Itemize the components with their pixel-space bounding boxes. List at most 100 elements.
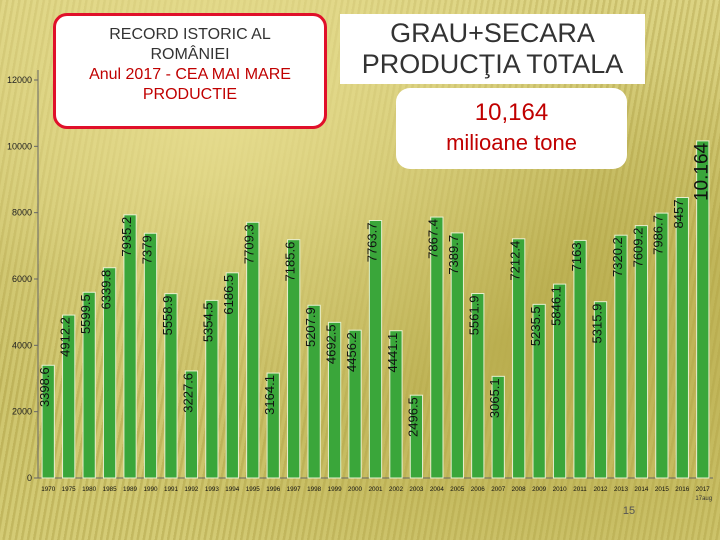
x-tick-label: 1991 <box>164 486 179 493</box>
bar <box>409 394 424 479</box>
x-tick-label: 1990 <box>143 486 158 493</box>
data-label: 2496.5 <box>405 397 420 437</box>
data-label: 3164.1 <box>262 375 277 415</box>
data-label: 5207.9 <box>303 307 318 347</box>
y-tick-label: 4000 <box>12 340 32 350</box>
x-tick-label: 2017 <box>696 486 711 493</box>
slide-page-number: 15 <box>622 505 636 517</box>
x-tick-label: 1995 <box>246 486 261 493</box>
x-tick-note: 17aug <box>695 496 712 502</box>
data-label: 7163 <box>569 242 584 271</box>
x-tick-label: 1975 <box>62 486 77 493</box>
bar <box>307 304 321 479</box>
bar <box>450 232 464 479</box>
data-label: 7389.7 <box>446 235 461 275</box>
x-tick-label: 2010 <box>553 486 568 493</box>
y-tick-label: 2000 <box>12 407 32 417</box>
y-tick-label: 10000 <box>7 141 32 151</box>
x-tick-label: 1985 <box>103 486 118 493</box>
x-tick-label: 1996 <box>266 486 281 493</box>
bar <box>389 330 403 479</box>
x-tick-label: 2007 <box>491 486 506 493</box>
main-title-line1: GRAU+SECARA <box>390 18 595 48</box>
x-tick-label: 1994 <box>225 486 240 493</box>
x-tick-label: 2012 <box>593 486 608 493</box>
bar <box>287 239 301 479</box>
data-label: 7212.4 <box>508 241 523 281</box>
bar <box>512 238 526 479</box>
x-tick-label: 2001 <box>368 486 383 493</box>
x-tick-label: 2004 <box>430 486 445 493</box>
bar <box>614 234 628 479</box>
bar <box>205 299 219 479</box>
data-label: 5315.9 <box>589 304 604 344</box>
x-tick-label: 2006 <box>471 486 486 493</box>
x-tick-label: 2003 <box>409 486 424 493</box>
total-production-value: 10,164 <box>474 99 549 126</box>
bar <box>348 329 362 479</box>
bar <box>102 267 117 479</box>
bar <box>696 140 710 479</box>
y-tick-label: 8000 <box>12 208 32 218</box>
data-label: 7709.3 <box>242 224 257 264</box>
bar <box>164 293 178 479</box>
record-callout-line2: ROMÂNIEI <box>150 46 230 63</box>
data-label: 6186.5 <box>221 275 236 315</box>
main-title-line2: PRODUCŢIA T0TALA <box>361 49 624 79</box>
data-label: 5599.5 <box>78 294 93 334</box>
x-tick-label: 1980 <box>82 486 97 493</box>
record-callout-line3: Anul 2017 - CEA MAI MARE <box>89 66 291 83</box>
data-label: 7320.2 <box>610 237 625 277</box>
data-label: 3398.6 <box>37 367 52 407</box>
y-tick-label: 12000 <box>7 75 32 85</box>
bar <box>327 321 342 479</box>
x-tick-label: 2011 <box>573 486 587 493</box>
data-label: 5846.1 <box>548 286 563 326</box>
data-label: 7935.2 <box>119 217 134 257</box>
x-tick-label: 2015 <box>655 486 670 493</box>
data-label: 4912.2 <box>58 317 73 357</box>
bar <box>655 212 669 479</box>
bar <box>266 372 280 479</box>
data-label: 4692.5 <box>323 324 338 364</box>
bar <box>675 197 689 479</box>
x-tick-label: 2000 <box>348 486 363 493</box>
data-label: 5561.9 <box>467 296 482 336</box>
bar <box>532 303 546 479</box>
x-tick-label: 1997 <box>287 486 302 493</box>
data-label: 5235.5 <box>528 306 543 346</box>
data-label: 7867.4 <box>426 219 441 259</box>
data-label: 4456.2 <box>344 332 359 372</box>
bar <box>184 370 199 479</box>
bar <box>368 220 383 479</box>
data-label: 7185.6 <box>283 242 298 282</box>
bar <box>246 221 260 479</box>
x-tick-label: 2008 <box>512 486 527 493</box>
bar <box>82 291 96 479</box>
bar <box>552 283 567 479</box>
bar <box>225 272 239 479</box>
bar <box>573 239 587 479</box>
y-tick-label: 6000 <box>12 274 32 284</box>
data-label: 5354.5 <box>201 302 216 342</box>
total-production-callout: 10,164 milioane tone <box>396 88 627 169</box>
x-tick-label: 2016 <box>675 486 690 493</box>
x-tick-label: 1999 <box>328 486 343 493</box>
data-label: 7986.7 <box>651 215 666 255</box>
x-tick-label: 1998 <box>307 486 322 493</box>
data-label: 10.164 <box>692 142 713 201</box>
record-callout-box: RECORD ISTORIC AL ROMÂNIEI Anul 2017 - C… <box>53 13 327 129</box>
x-tick-label: 1970 <box>41 486 56 493</box>
x-tick-label: 2002 <box>389 486 404 493</box>
bar <box>62 314 76 479</box>
y-tick-label: 0 <box>27 473 32 483</box>
bar <box>430 216 444 479</box>
bar <box>593 301 608 479</box>
bar <box>471 293 485 479</box>
record-callout-line4: PRODUCTIE <box>142 86 238 103</box>
bar <box>491 375 505 479</box>
bar <box>634 225 649 479</box>
data-label: 3227.6 <box>180 373 195 413</box>
data-label: 6339.8 <box>98 270 113 310</box>
